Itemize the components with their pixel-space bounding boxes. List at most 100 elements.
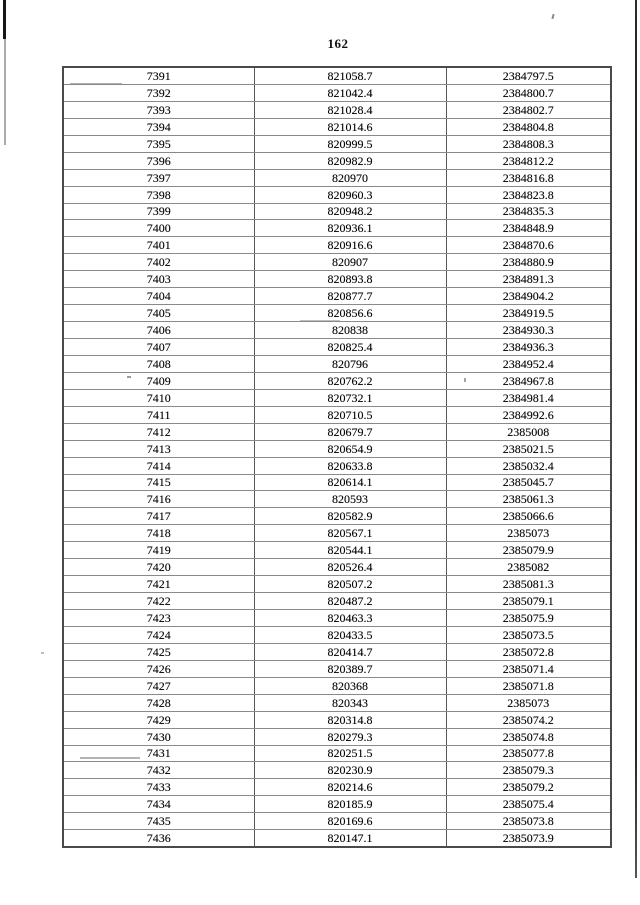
table-cell-col3: 2385074.2 (445, 710, 612, 729)
table-cell-col3: 2385073 (445, 524, 612, 543)
table-body: 7391 821058.7 2384797.5 7392 821042.4 2384800… (62, 66, 612, 848)
table-cell-col3: 2385032.4 (445, 456, 612, 475)
table-cell-col3: 2385077.8 (445, 744, 612, 763)
table-row: 7396 820982.9 2384812.2 (62, 151, 612, 170)
table-row: 7423 820463.3 2385075.9 (62, 609, 612, 627)
table-cell-col1: 7434 (62, 795, 255, 814)
table-cell-col1: 7395 (62, 134, 255, 153)
table-row: 7417 820582.9 2385066.6 (62, 507, 612, 526)
table-cell-col2: 820710.5 (253, 405, 447, 424)
table-row: 7430 820279.3 2385074.8 (62, 727, 612, 746)
table-cell-col1: 7394 (62, 117, 255, 136)
table-cell-col1: 7420 (62, 558, 255, 577)
table-row: 7435 820169.6 2385073.8 (62, 812, 612, 831)
table-cell-col2: 820633.8 (253, 456, 447, 475)
table-cell-col2: 820214.6 (253, 778, 447, 797)
table-cell-col2: 820856.6 (253, 304, 447, 323)
table-cell-col2: 820970 (253, 168, 447, 187)
table-cell-col1: 7417 (62, 507, 255, 526)
table-row: 7431 820251.5 2385077.8 (62, 744, 612, 763)
table-cell-col1: 7416 (62, 490, 255, 509)
table-row: 7393 821028.4 2384802.7 (62, 100, 612, 119)
table-row: 7400 820936.1 2384848.9 (62, 219, 612, 238)
table-cell-col2: 821014.6 (253, 117, 447, 136)
table-cell-col3: 2385079.2 (445, 778, 612, 797)
scan-artifact-right-edge-line (635, 0, 637, 878)
table-cell-col2: 820838 (253, 321, 447, 339)
table-cell-col1: 7431 (62, 744, 255, 763)
table-cell-col1: 7397 (62, 168, 255, 187)
table-row: 7401 820916.6 2384870.6 (62, 236, 612, 255)
table-cell-col3: 2385072.8 (445, 642, 612, 661)
table-cell-col1: 7432 (62, 761, 255, 780)
table-row: 7392 821042.4 2384800.7 (62, 83, 612, 102)
scan-artifact-speck (41, 652, 44, 654)
table-cell-col1: 7399 (62, 202, 255, 221)
table-cell-col3: 2384835.3 (445, 202, 612, 221)
table-cell-col1: 7436 (62, 829, 255, 848)
table-cell-col1: 7413 (62, 439, 255, 458)
table-cell-col2: 820936.1 (253, 219, 447, 238)
table-row: 7395 820999.5 2384808.3 (62, 134, 612, 153)
table-cell-col1: 7435 (62, 812, 255, 831)
table-cell-col2: 820279.3 (253, 727, 447, 746)
table-row: 7420 820526.4 2385082 (62, 558, 612, 577)
table-cell-col3: 2385071.4 (445, 659, 612, 678)
table-cell-col3: 2384967.8 (445, 371, 612, 390)
table-cell-col3: 2385079.9 (445, 541, 612, 560)
table-cell-col3: 2384812.2 (445, 151, 612, 170)
table-cell-col1: 7410 (62, 388, 255, 407)
table-cell-col2: 820877.7 (253, 287, 447, 306)
table-cell-col1: 7429 (62, 710, 255, 729)
table-cell-col2: 820999.5 (253, 134, 447, 153)
table-cell-col1: 7402 (62, 253, 255, 272)
table-cell-col2: 820567.1 (253, 524, 447, 543)
scan-artifact-left-edge-dark (3, 0, 6, 39)
table-cell-col3: 2385073.5 (445, 625, 612, 644)
table-cell-col2: 820982.9 (253, 151, 447, 170)
table-row: 7416 820593 2385061.3 (62, 490, 612, 509)
table-cell-col1: 7405 (62, 304, 255, 323)
table-row: 7418 820567.1 2385073 (62, 524, 612, 543)
table-cell-col2: 820948.2 (253, 202, 447, 221)
table-row: 7402 820907 2384880.9 (62, 253, 612, 272)
table-cell-col1: 7421 (62, 575, 255, 594)
table-cell-col3: 2384936.3 (445, 338, 612, 356)
data-table: 7391 821058.7 2384797.5 7392 821042.4 2384800… (62, 66, 612, 849)
table-cell-col2: 820314.8 (253, 710, 447, 729)
table-cell-col3: 2384797.5 (445, 66, 612, 85)
table-cell-col3: 2385075.4 (445, 795, 612, 814)
table-cell-col1: 7426 (62, 659, 255, 678)
table-cell-col2: 820230.9 (253, 761, 447, 780)
scan-artifact-speck (551, 13, 555, 20)
table-row: 7412 820679.7 2385008 (62, 422, 612, 441)
table-cell-col1: 7418 (62, 524, 255, 543)
table-row: 7411 820710.5 2384992.6 (62, 405, 612, 424)
scan-artifact-left-edge-faint (4, 39, 6, 145)
table-cell-col1: 7401 (62, 236, 255, 255)
table-cell-col2: 820960.3 (253, 185, 447, 204)
table-cell-col2: 820732.1 (253, 388, 447, 407)
table-cell-col1: 7422 (62, 592, 255, 610)
table-cell-col3: 2384981.4 (445, 388, 612, 407)
table-cell-col2: 820916.6 (253, 236, 447, 255)
table-cell-col2: 820593 (253, 490, 447, 509)
table-row: 7432 820230.9 2385079.3 (62, 761, 612, 780)
table-cell-col3: 2385073 (445, 693, 612, 712)
table-cell-col1: 7419 (62, 541, 255, 560)
table-cell-col1: 7404 (62, 287, 255, 306)
table-cell-col2: 820251.5 (253, 744, 447, 763)
table-row: 7421 820507.2 2385081.3 (62, 575, 612, 594)
table-cell-col2: 820147.1 (253, 829, 447, 848)
table-cell-col3: 2385021.5 (445, 439, 612, 458)
table-cell-col3: 2384816.8 (445, 168, 612, 187)
table-cell-col2: 820893.8 (253, 270, 447, 289)
table-row: 7426 820389.7 2385071.4 (62, 659, 612, 678)
table-row: 7436 820147.1 2385073.9 (62, 829, 612, 848)
table-row: 7433 820214.6 2385079.2 (62, 778, 612, 797)
table-cell-col2: 820507.2 (253, 575, 447, 594)
table-row: 7427 820368 2385071.8 (62, 676, 612, 695)
table-row: 7415 820614.1 2385045.7 (62, 473, 612, 492)
table-cell-col1: 7392 (62, 83, 255, 102)
table-cell-col2: 820368 (253, 676, 447, 695)
